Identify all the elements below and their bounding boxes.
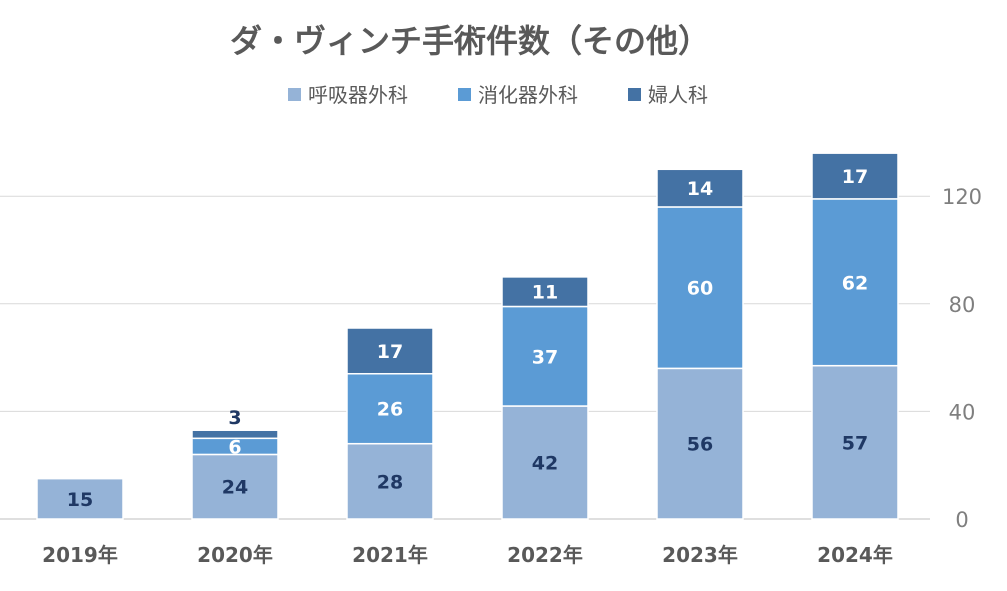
data-label: 62 bbox=[842, 272, 868, 294]
bar-segment bbox=[346, 327, 434, 375]
data-label: 6 bbox=[228, 436, 241, 458]
bar-segment bbox=[346, 372, 434, 445]
y-tick-label: 80 bbox=[949, 293, 976, 317]
data-label: 42 bbox=[532, 453, 558, 475]
bar-segment bbox=[191, 429, 279, 440]
bar-segment bbox=[656, 367, 744, 520]
legend-label: 婦人科 bbox=[648, 83, 708, 107]
legend-swatch bbox=[458, 88, 471, 101]
y-tick-label: 40 bbox=[949, 400, 976, 424]
x-tick-label: 2024年 bbox=[817, 543, 893, 567]
data-label: 56 bbox=[687, 434, 713, 456]
bar-segment bbox=[811, 152, 899, 200]
y-tick-label: 120 bbox=[942, 185, 982, 209]
y-tick-label: 0 bbox=[955, 508, 968, 532]
data-label: 60 bbox=[687, 278, 713, 300]
x-tick-label: 2019年 bbox=[42, 543, 118, 567]
data-label: 3 bbox=[228, 407, 241, 429]
y-axis: 0 40 80 120 bbox=[942, 185, 982, 532]
data-label: 11 bbox=[532, 282, 558, 304]
bar-segment bbox=[811, 198, 899, 367]
x-tick-label: 2023年 bbox=[662, 543, 738, 567]
bar-segment bbox=[501, 305, 589, 407]
bar-segment bbox=[191, 453, 279, 520]
x-tick-label: 2022年 bbox=[507, 543, 583, 567]
legend-label: 消化器外科 bbox=[478, 83, 578, 107]
data-label: 14 bbox=[687, 178, 713, 200]
bar-segment bbox=[36, 477, 124, 520]
bar-segment bbox=[501, 276, 589, 308]
x-axis: 2019年 2020年 2021年 2022年 2023年 2024年 bbox=[42, 543, 893, 567]
bars: 15 24 6 3 28 26 17 42 37 11 56 60 14 57 62 17 bbox=[36, 152, 899, 520]
legend-swatch bbox=[288, 88, 301, 101]
legend-label: 呼吸器外科 bbox=[308, 83, 408, 107]
data-label: 17 bbox=[377, 341, 403, 363]
bar-segment bbox=[811, 364, 899, 520]
data-label: 26 bbox=[377, 399, 403, 421]
data-label: 15 bbox=[67, 489, 93, 511]
bar-segment bbox=[656, 206, 744, 370]
data-label: 57 bbox=[842, 432, 868, 454]
x-tick-label: 2020年 bbox=[197, 543, 273, 567]
chart-title: ダ・ヴィンチ手術件数（その他） bbox=[230, 22, 710, 60]
bar-segment bbox=[656, 168, 744, 208]
data-label: 37 bbox=[532, 346, 558, 368]
x-tick-label: 2021年 bbox=[352, 543, 428, 567]
legend-swatch bbox=[628, 88, 641, 101]
data-label: 28 bbox=[377, 471, 403, 493]
legend: 呼吸器外科 消化器外科 婦人科 bbox=[288, 83, 708, 107]
data-label: 17 bbox=[842, 166, 868, 188]
bar-segment bbox=[346, 442, 434, 520]
data-label: 24 bbox=[222, 477, 248, 499]
gridlines bbox=[0, 195, 930, 520]
bar-segment bbox=[501, 405, 589, 520]
